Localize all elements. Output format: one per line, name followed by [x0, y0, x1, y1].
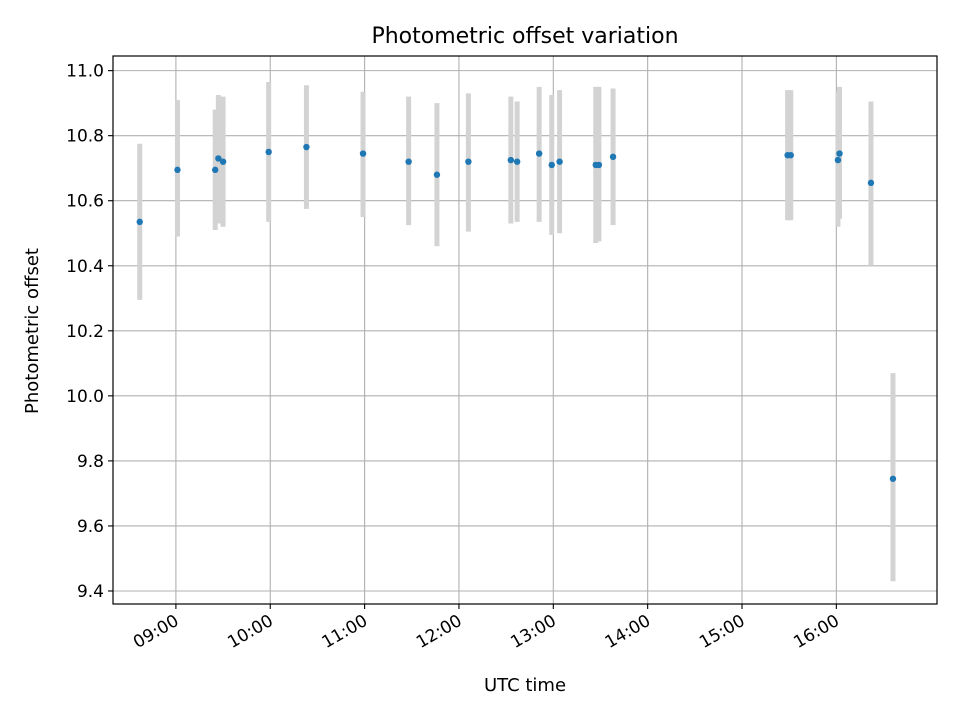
data-point	[465, 158, 472, 165]
y-tick-label: 11.0	[66, 62, 104, 82]
data-point	[265, 148, 272, 156]
x-axis-label: UTC time	[484, 675, 566, 696]
data-point	[836, 150, 843, 157]
data-point	[867, 179, 875, 187]
data-point	[219, 158, 227, 165]
data-point	[889, 475, 897, 482]
y-tick-label: 9.4	[77, 582, 104, 602]
y-tick-label: 10.2	[66, 322, 104, 342]
y-tick-label: 10.8	[66, 127, 104, 147]
data-point	[556, 158, 563, 165]
data-point	[548, 161, 555, 169]
data-point	[535, 150, 543, 157]
data-point	[215, 155, 222, 162]
y-axis-label: Photometric offset	[22, 248, 43, 414]
data-point	[433, 171, 441, 178]
data-markers	[136, 143, 897, 482]
data-point	[303, 143, 310, 151]
grid	[113, 56, 937, 604]
data-point	[212, 166, 219, 174]
data-point	[174, 166, 181, 174]
plot-frame	[112, 55, 938, 605]
y-axis: 9.4 9.6 9.8 10.0 10.2 10.4 10.6 10.8 11.0	[66, 62, 113, 602]
y-tick-label: 10.4	[66, 257, 104, 277]
y-tick-label: 10.0	[66, 387, 104, 407]
data-point	[595, 161, 603, 169]
data-point	[787, 151, 794, 159]
y-tick-label: 9.6	[77, 517, 104, 537]
y-tick-label: 10.6	[66, 192, 104, 212]
data-point	[136, 218, 143, 226]
data-point	[405, 158, 412, 165]
y-tick-label: 9.8	[77, 452, 104, 472]
data-point	[609, 153, 617, 161]
data-point	[834, 156, 842, 164]
data-point	[507, 156, 515, 164]
chart-title: Photometric offset variation	[371, 24, 678, 49]
data-point	[359, 150, 367, 157]
data-point	[513, 158, 521, 165]
